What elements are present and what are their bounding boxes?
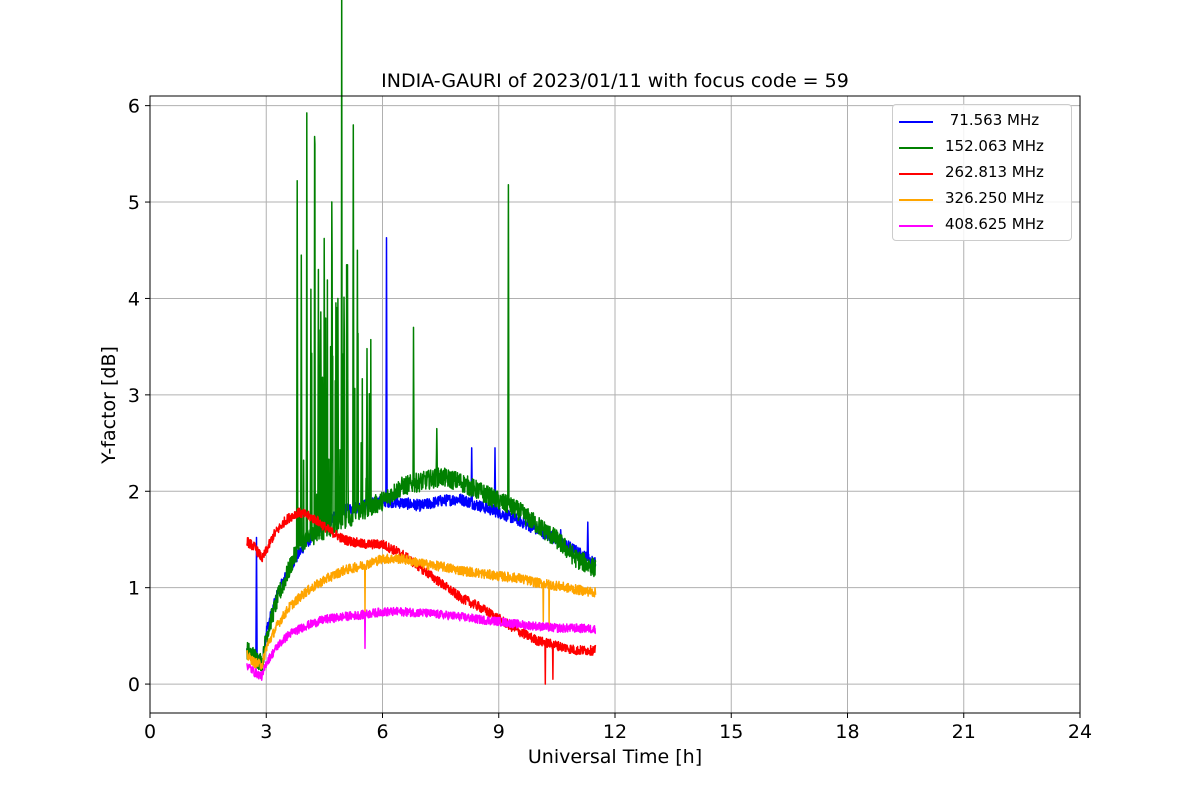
legend-label: 152.063 MHz bbox=[945, 137, 1044, 155]
legend-item: 408.625 MHz bbox=[893, 212, 1073, 238]
y-tick-label: 6 bbox=[128, 96, 140, 118]
x-tick-label: 6 bbox=[376, 721, 388, 743]
x-axis-label: Universal Time [h] bbox=[528, 746, 702, 768]
grid-lines bbox=[149, 96, 1081, 713]
series-1 bbox=[246, 0, 597, 673]
legend-swatch bbox=[899, 225, 933, 227]
series-line bbox=[246, 606, 597, 681]
legend-label: 408.625 MHz bbox=[945, 215, 1044, 233]
y-tick-label: 0 bbox=[128, 674, 140, 696]
y-tick-label: 3 bbox=[128, 385, 140, 407]
series-line bbox=[246, 553, 597, 670]
legend: 71.563 MHz 152.063 MHz 262.813 MHz 326.2… bbox=[892, 104, 1072, 241]
series-layer bbox=[246, 0, 597, 685]
x-tick-label: 12 bbox=[603, 721, 627, 743]
legend-label: 326.250 MHz bbox=[945, 189, 1044, 207]
legend-label: 71.563 MHz bbox=[945, 111, 1040, 129]
legend-swatch bbox=[899, 173, 933, 175]
x-tick-label: 15 bbox=[719, 721, 743, 743]
chart-title: INDIA-GAURI of 2023/01/11 with focus cod… bbox=[381, 70, 849, 92]
legend-item: 326.250 MHz bbox=[893, 186, 1073, 212]
legend-swatch bbox=[899, 199, 933, 201]
y-tick-label: 1 bbox=[128, 578, 140, 600]
x-tick-label: 0 bbox=[144, 721, 156, 743]
legend-swatch bbox=[899, 147, 933, 149]
x-tick-label: 21 bbox=[952, 721, 976, 743]
x-tick-label: 3 bbox=[260, 721, 272, 743]
x-tick-label: 24 bbox=[1068, 721, 1092, 743]
legend-item: 71.563 MHz bbox=[893, 108, 1073, 134]
series-3 bbox=[246, 553, 597, 670]
x-tick-label: 18 bbox=[835, 721, 859, 743]
y-tick-label: 4 bbox=[128, 288, 140, 310]
series-4 bbox=[246, 606, 597, 681]
legend-label: 262.813 MHz bbox=[945, 163, 1044, 181]
series-line bbox=[246, 0, 597, 673]
legend-swatch bbox=[899, 121, 933, 123]
y-tick-label: 5 bbox=[128, 192, 140, 214]
legend-item: 262.813 MHz bbox=[893, 160, 1073, 186]
y-tick-label: 2 bbox=[128, 481, 140, 503]
y-axis-label: Y-factor [dB] bbox=[98, 346, 120, 465]
x-tick-label: 9 bbox=[493, 721, 505, 743]
legend-item: 152.063 MHz bbox=[893, 134, 1073, 160]
